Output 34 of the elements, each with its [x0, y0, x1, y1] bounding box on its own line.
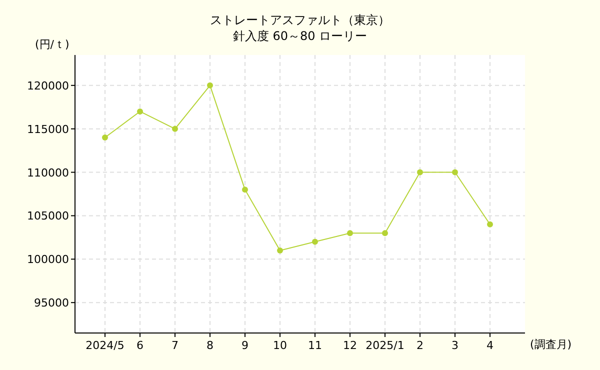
y-tick-label: 115000	[27, 122, 69, 136]
point	[242, 186, 248, 193]
point	[207, 82, 213, 88]
x-tick-label: 8	[206, 339, 214, 352]
x-tick-label: 6	[136, 339, 144, 352]
y-tick-label: 100000	[27, 253, 69, 266]
point	[382, 230, 388, 236]
point	[487, 221, 493, 228]
x-axis-title: (調査月)	[530, 338, 572, 351]
x-tick-label: 9	[242, 339, 248, 352]
x-tick-label: 2024/5	[86, 339, 124, 352]
point	[172, 126, 178, 132]
point	[137, 108, 143, 114]
y-tick-label: 120000	[27, 79, 69, 92]
chart-subtitle: 針入度 60～80 ローリー	[232, 29, 368, 43]
y-tick-label: 110000	[27, 166, 69, 180]
x-tick-label: 11	[308, 339, 322, 352]
point	[102, 134, 108, 141]
y-tick-label: 95000	[34, 296, 69, 310]
point	[347, 230, 353, 236]
chart-title: ストレートアスファルト（東京）	[210, 13, 390, 27]
x-tick-label: 3	[452, 339, 458, 352]
y-tick-label: 105000	[27, 210, 69, 223]
x-tick-label: 10	[273, 339, 287, 352]
point	[417, 169, 423, 176]
point	[277, 247, 283, 254]
x-tick-label: 2025/1	[366, 339, 404, 352]
y-axis-title: (円/ｔ)	[35, 38, 70, 51]
x-tick-label: 7	[172, 339, 178, 352]
point	[452, 169, 458, 176]
x-tick-label: 12	[343, 339, 357, 352]
point	[312, 238, 318, 245]
x-tick-label: 4	[486, 339, 494, 352]
x-tick-label: 2	[416, 339, 424, 352]
